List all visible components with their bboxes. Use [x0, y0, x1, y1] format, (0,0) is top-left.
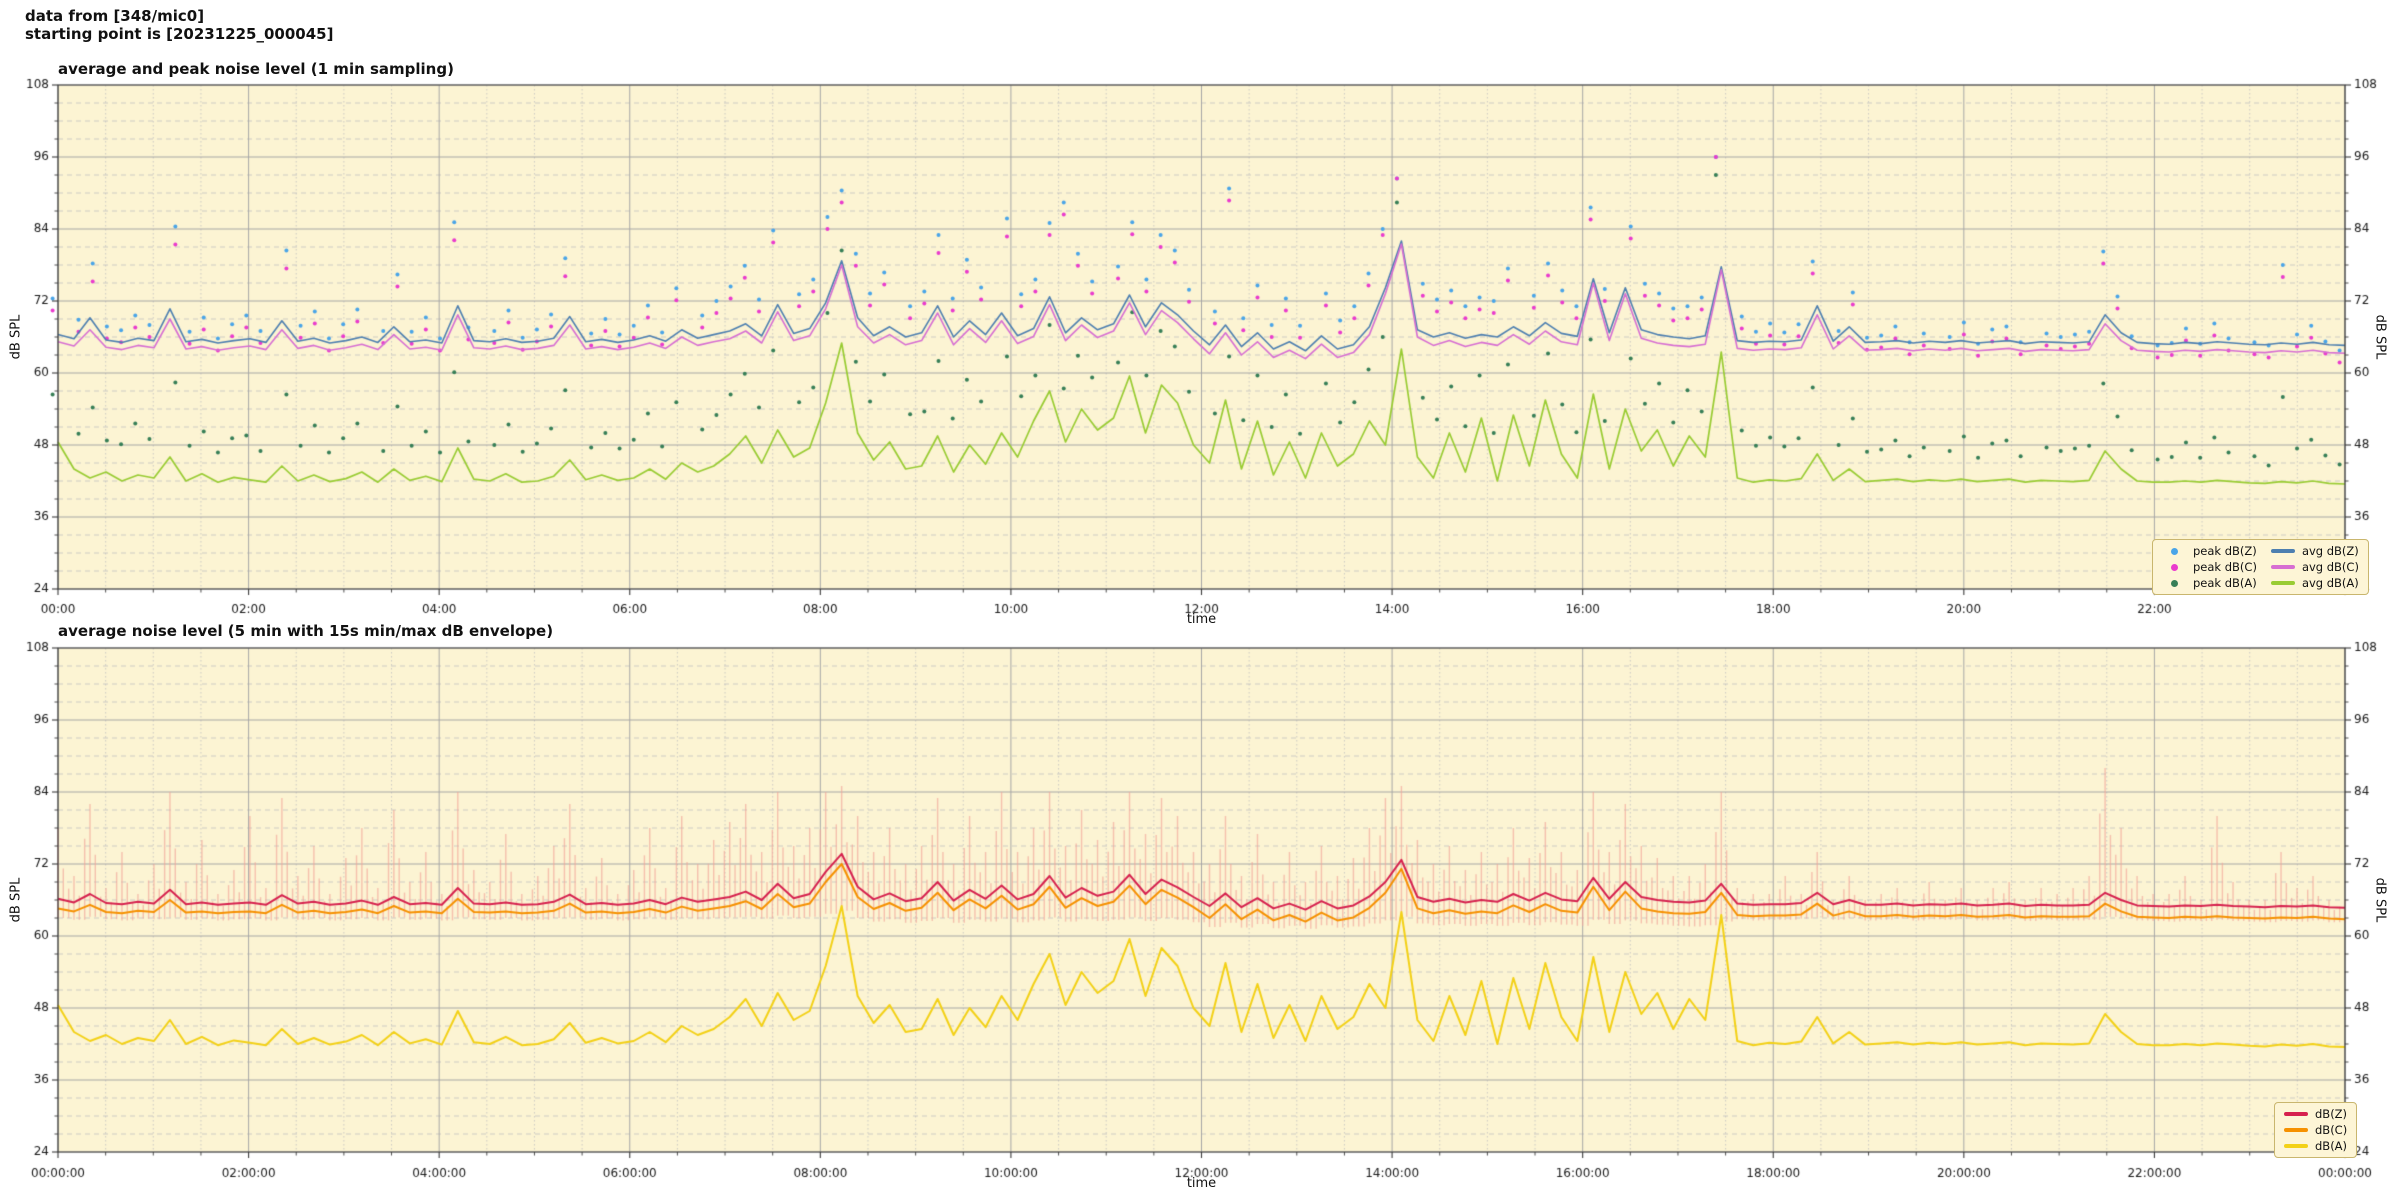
- legend-label: dB(A): [2315, 1139, 2348, 1153]
- top-chart-xlabel: time: [1186, 612, 1217, 627]
- legend-entry: avg dB(C): [2270, 560, 2359, 574]
- legend-line-marker: [2284, 1112, 2308, 1116]
- legend-dot-marker: [2162, 579, 2186, 587]
- bottom-chart-legend: dB(Z) dB(C) dB(A): [2274, 1102, 2358, 1158]
- header-line-1: data from [348/mic0]: [25, 7, 205, 25]
- legend-label: dB(Z): [2315, 1107, 2348, 1121]
- legend-entry: peak dB(Z): [2162, 544, 2257, 558]
- legend-entry: avg dB(Z): [2270, 544, 2359, 558]
- legend-label: peak dB(A): [2193, 576, 2257, 590]
- legend-entry: dB(C): [2284, 1123, 2347, 1137]
- legend-line-marker: [2270, 565, 2295, 569]
- legend-label: peak dB(Z): [2193, 544, 2257, 558]
- header-line-2: starting point is [20231225_000045]: [25, 25, 334, 43]
- legend-label: avg dB(Z): [2301, 544, 2359, 558]
- top-chart-ylabel-left: dB SPL: [8, 314, 24, 360]
- bottom-chart-ylabel-right: dB SPL: [2372, 877, 2388, 923]
- legend-line-marker: [2284, 1128, 2308, 1132]
- legend-dot-marker: [2162, 547, 2186, 555]
- legend-line-marker: [2270, 581, 2295, 585]
- legend-entry: avg dB(A): [2270, 576, 2359, 590]
- bottom-chart-xlabel: time: [1186, 1176, 1217, 1191]
- legend-dot-marker: [2162, 563, 2186, 571]
- top-chart-legend: peak dB(Z) avg dB(Z) peak dB(C) avg dB(C) pe…: [2152, 539, 2369, 595]
- legend-entry: peak dB(C): [2162, 560, 2257, 574]
- top-chart-ylabel-right: dB SPL: [2372, 314, 2388, 360]
- bottom-chart-ylabel-left: dB SPL: [8, 877, 24, 923]
- legend-line-marker: [2284, 1144, 2308, 1148]
- legend-entry: peak dB(A): [2162, 576, 2257, 590]
- legend-entry: dB(Z): [2284, 1107, 2347, 1121]
- legend-label: peak dB(C): [2193, 560, 2257, 574]
- top-chart-title: average and peak noise level (1 min samp…: [58, 60, 454, 78]
- bottom-chart-title: average noise level (5 min with 15s min/…: [58, 622, 554, 640]
- legend-label: dB(C): [2315, 1123, 2348, 1137]
- legend-entry: dB(A): [2284, 1139, 2347, 1153]
- legend-label: avg dB(A): [2301, 576, 2359, 590]
- legend-line-marker: [2270, 549, 2295, 553]
- legend-label: avg dB(C): [2301, 560, 2359, 574]
